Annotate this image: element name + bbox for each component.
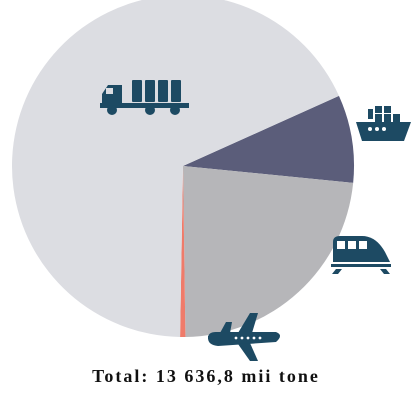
pie-slice-feroviar [183,166,354,337]
total-caption: Total: 13 636,8 mii tone [0,366,412,387]
train-icon [331,236,391,274]
total-value: 13 636,8 [155,366,235,386]
pie-slice-aerian [180,166,186,337]
total-label: Total: [92,366,150,386]
ship-icon [356,106,411,141]
airplane-icon [208,313,280,361]
total-unit: mii tone [241,366,320,386]
pie-slice-maritim [183,95,354,183]
pie-slices [12,0,354,337]
truck-icon [100,80,189,115]
pie-slice-rutier [12,0,339,337]
